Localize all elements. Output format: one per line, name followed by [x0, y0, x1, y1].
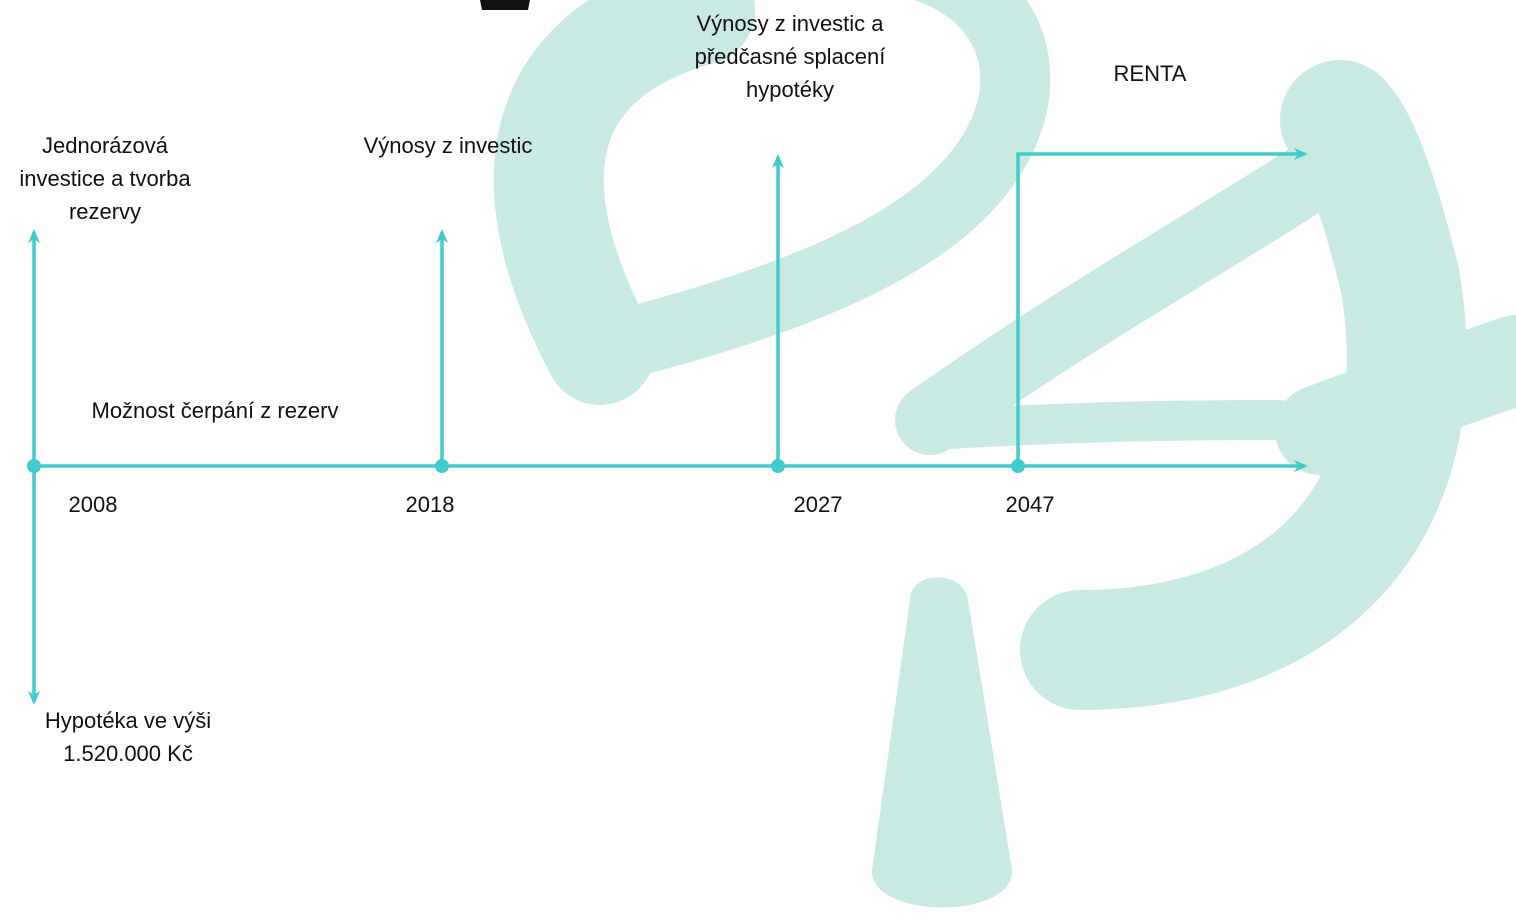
note: Možnost čerpání z rezerv	[92, 398, 339, 423]
diagram: Možnost čerpání z rezerv 2008 Jednorázová…	[0, 0, 1516, 919]
event-label: investice a tvorba	[19, 166, 191, 191]
year-label: 2008	[69, 492, 118, 517]
dot	[1011, 459, 1025, 473]
dot	[435, 459, 449, 473]
event-label: 1.520.000 Kč	[63, 741, 193, 766]
event-label: Hypotéka ve výši	[45, 708, 211, 733]
event-label: hypotéky	[746, 77, 834, 102]
background-logo	[480, 0, 1516, 908]
event-label: RENTA	[1114, 61, 1187, 86]
year-label: 2047	[1006, 492, 1055, 517]
event-label: Výnosy z investic a	[696, 11, 884, 36]
year-label: 2027	[794, 492, 843, 517]
dot	[771, 459, 785, 473]
dot	[27, 459, 41, 473]
year-label: 2018	[406, 492, 455, 517]
event-label: Výnosy z investic	[364, 133, 533, 158]
event-label: předčasné splacení	[695, 44, 886, 69]
event-label: Jednorázová	[42, 133, 169, 158]
event-label: rezervy	[69, 199, 141, 224]
